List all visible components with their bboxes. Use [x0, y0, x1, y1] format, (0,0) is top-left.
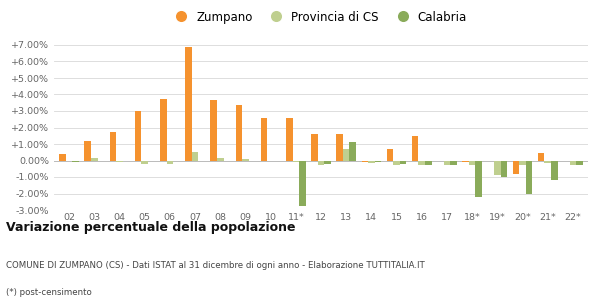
Bar: [387, 149, 393, 161]
Bar: [135, 111, 142, 160]
Bar: [393, 160, 400, 165]
Bar: [425, 160, 431, 165]
Bar: [544, 160, 551, 163]
Bar: [116, 160, 123, 162]
Bar: [211, 100, 217, 160]
Bar: [337, 134, 343, 160]
Bar: [576, 160, 583, 165]
Bar: [185, 46, 192, 160]
Bar: [368, 160, 374, 163]
Bar: [66, 160, 73, 161]
Bar: [374, 160, 381, 162]
Legend: Zumpano, Provincia di CS, Calabria: Zumpano, Provincia di CS, Calabria: [164, 6, 472, 28]
Bar: [437, 160, 443, 161]
Bar: [463, 160, 469, 162]
Bar: [519, 160, 526, 165]
Bar: [167, 160, 173, 164]
Bar: [299, 160, 305, 206]
Bar: [268, 160, 274, 161]
Text: COMUNE DI ZUMPANO (CS) - Dati ISTAT al 31 dicembre di ogni anno - Elaborazione T: COMUNE DI ZUMPANO (CS) - Dati ISTAT al 3…: [6, 261, 425, 270]
Bar: [142, 160, 148, 164]
Bar: [512, 160, 519, 174]
Bar: [261, 118, 268, 160]
Text: Variazione percentuale della popolazione: Variazione percentuale della popolazione: [6, 220, 296, 233]
Bar: [418, 160, 425, 165]
Bar: [400, 160, 406, 164]
Bar: [526, 160, 532, 194]
Bar: [475, 160, 482, 197]
Text: (*) post-censimento: (*) post-censimento: [6, 288, 92, 297]
Bar: [343, 149, 349, 161]
Bar: [242, 159, 249, 160]
Bar: [73, 160, 79, 162]
Bar: [443, 160, 450, 165]
Bar: [311, 134, 318, 160]
Bar: [412, 136, 418, 160]
Bar: [91, 158, 98, 160]
Bar: [110, 132, 116, 160]
Bar: [569, 160, 576, 165]
Bar: [286, 118, 293, 160]
Bar: [85, 141, 91, 160]
Bar: [324, 160, 331, 164]
Bar: [318, 160, 324, 165]
Bar: [450, 160, 457, 165]
Bar: [217, 158, 224, 160]
Bar: [500, 160, 507, 177]
Bar: [160, 99, 167, 160]
Bar: [192, 152, 199, 160]
Bar: [236, 105, 242, 160]
Bar: [59, 154, 66, 160]
Bar: [551, 160, 557, 180]
Bar: [349, 142, 356, 160]
Bar: [538, 153, 544, 160]
Bar: [293, 160, 299, 162]
Bar: [469, 160, 475, 165]
Bar: [494, 160, 500, 175]
Bar: [362, 160, 368, 162]
